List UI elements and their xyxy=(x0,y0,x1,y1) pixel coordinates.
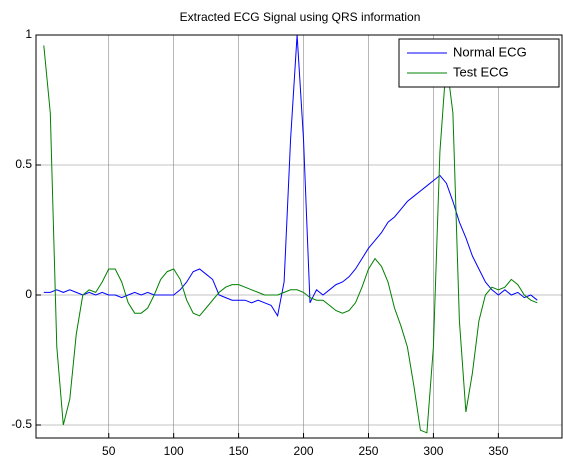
y-tick-label: 1 xyxy=(25,27,32,41)
x-tick-label: 350 xyxy=(488,444,508,458)
x-tick-label: 300 xyxy=(423,444,443,458)
chart-title: Extracted ECG Signal using QRS informati… xyxy=(180,10,421,24)
x-tick-label: 150 xyxy=(229,444,249,458)
legend-label: Normal ECG xyxy=(453,44,527,59)
plot-area xyxy=(36,35,562,438)
plot-lines xyxy=(43,35,538,434)
x-tick-label: 200 xyxy=(294,444,314,458)
y-tick-label: 0 xyxy=(25,287,32,301)
legend-box xyxy=(398,38,560,88)
x-tick-label: 100 xyxy=(164,444,184,458)
x-tick-label: 50 xyxy=(102,444,116,458)
legend-label: Test ECG xyxy=(453,64,509,79)
x-tick-label: 250 xyxy=(358,444,378,458)
y-tick-label: -0.5 xyxy=(11,417,32,431)
line xyxy=(43,45,538,434)
y-tick-label: 0.5 xyxy=(15,157,32,171)
axes-box xyxy=(35,34,563,439)
